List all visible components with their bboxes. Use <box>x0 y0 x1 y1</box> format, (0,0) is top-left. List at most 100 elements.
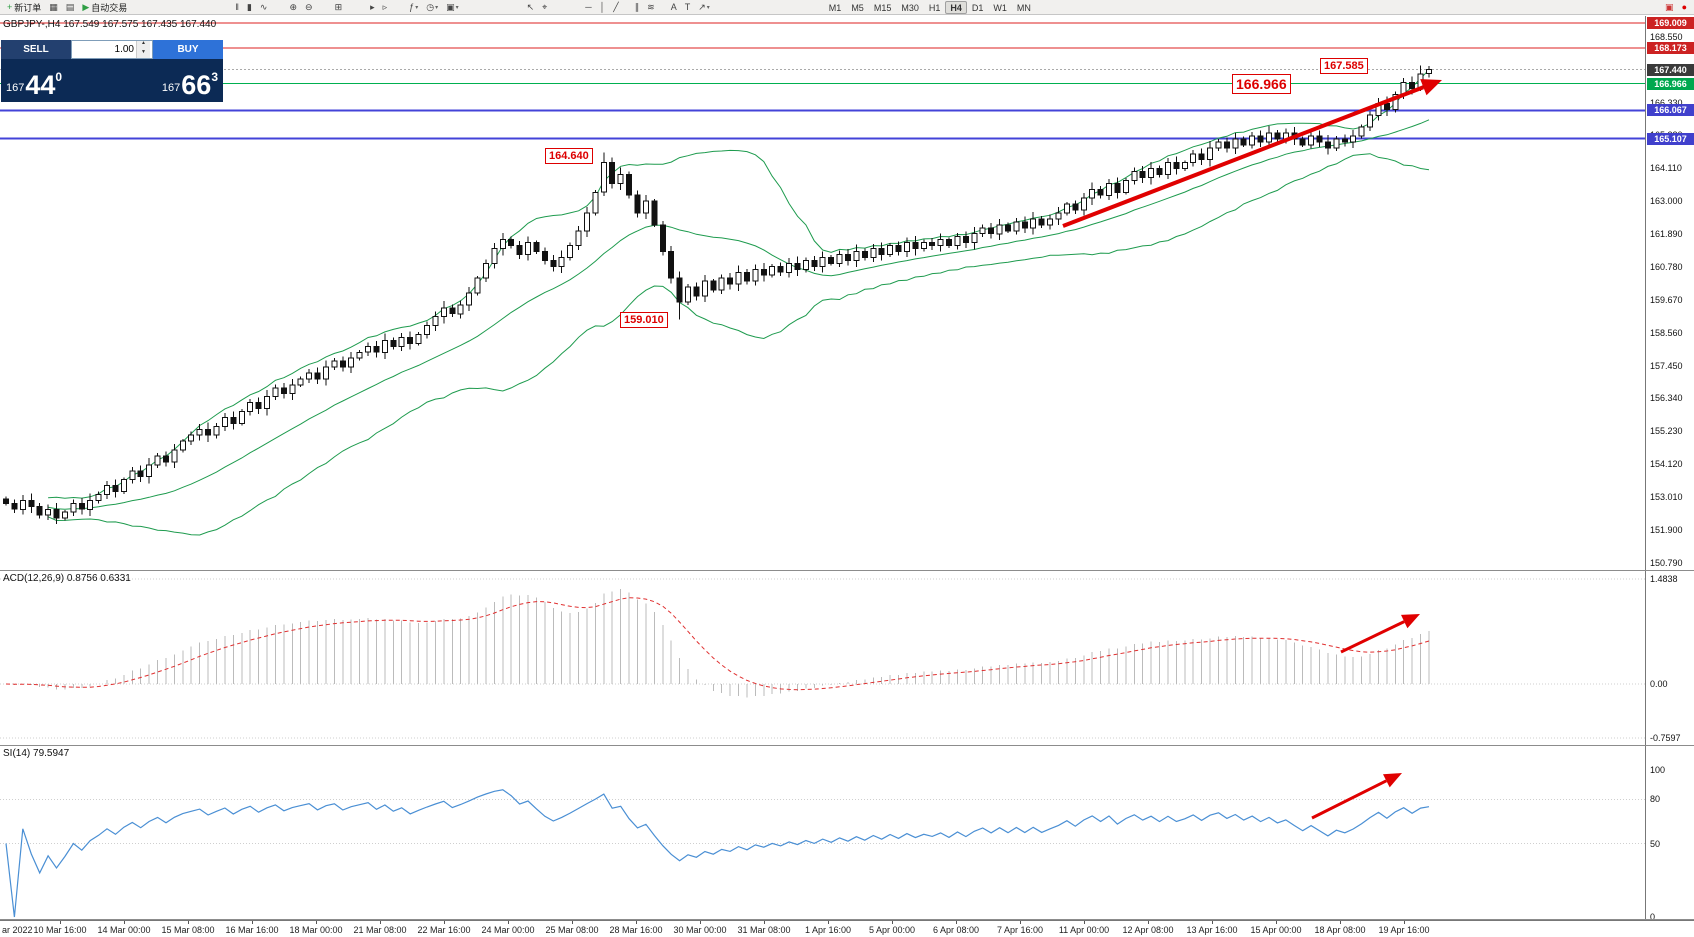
trendline-icon[interactable]: ╱ <box>610 1 621 14</box>
timeframe-mn[interactable]: MN <box>1016 2 1031 13</box>
volume-spinner: ▲ ▼ <box>136 41 150 58</box>
timeframe-m15[interactable]: M15 <box>873 2 892 13</box>
auto-scroll-icon[interactable]: ▸ <box>367 1 378 14</box>
timeframe-h1[interactable]: H1 <box>928 2 941 13</box>
price-axis-label: 160.780 <box>1650 261 1683 272</box>
trend-arrow[interactable] <box>1340 614 1420 654</box>
timeframe-m5[interactable]: M5 <box>851 2 864 13</box>
macd-layer <box>0 578 1645 739</box>
time-axis-label: 22 Mar 16:00 <box>417 925 471 935</box>
price-axis-label: 158.560 <box>1650 327 1683 338</box>
price-callout[interactable]: 159.010 <box>620 312 668 329</box>
price-axis-label: 159.670 <box>1650 294 1683 305</box>
text-icon[interactable]: A <box>668 1 680 14</box>
sell-price: 167 44 0 <box>6 59 62 102</box>
volume-field: ▲ ▼ <box>71 40 153 59</box>
price-callout[interactable]: 167.585 <box>1320 58 1368 75</box>
rsi-axis-label: 80 <box>1650 794 1661 805</box>
fibonacci-icon[interactable]: ≋ <box>644 1 658 14</box>
tile-windows-icon[interactable]: ⊞ <box>332 1 346 14</box>
price-badge: 165.107 <box>1647 132 1694 145</box>
periods-icon-dropdown[interactable]: ▾ <box>435 4 439 11</box>
arrows-icon-dropdown[interactable]: ▾ <box>706 4 710 11</box>
timeframe-d1[interactable]: D1 <box>971 2 984 13</box>
horizontal-line-icon[interactable]: ─ <box>582 1 594 14</box>
candlestick-chart-icon[interactable]: ▮ <box>244 1 255 14</box>
autotrading-button[interactable]: ▶ 自动交易 <box>79 1 130 14</box>
trendline-icon: ╱ <box>613 1 619 12</box>
price-axis-label: 150.790 <box>1650 557 1683 568</box>
templates-icon[interactable]: ▣ ▾ <box>443 1 462 14</box>
rsi-axis-label: 100 <box>1650 765 1666 775</box>
trade-panel-controls: SELL ▲ ▼ BUY <box>1 40 223 59</box>
trend-arrow[interactable] <box>1311 773 1402 820</box>
panel-splitter-macd[interactable] <box>0 570 1694 571</box>
templates-icon-dropdown[interactable]: ▾ <box>455 4 459 11</box>
buy-price-pip-digit: 3 <box>211 70 218 84</box>
new-order-button[interactable]: + 新订单 <box>4 1 44 14</box>
main-chart-layer <box>0 22 1645 536</box>
price-axis-label: 155.230 <box>1650 426 1683 437</box>
time-axis-label: 21 Mar 08:00 <box>353 925 407 935</box>
buy-price-big-digits: 66 <box>181 70 212 100</box>
chart-shift-icon[interactable]: ▹ <box>380 1 391 14</box>
cursor-icon: ↖ <box>526 1 535 12</box>
buy-button[interactable]: BUY <box>153 40 223 59</box>
price-axis-label: 164.110 <box>1650 163 1682 174</box>
timeframe-h4[interactable]: H4 <box>945 0 967 14</box>
price-axis-label: 157.450 <box>1650 360 1683 371</box>
profiles-icon[interactable]: ▤ <box>63 1 78 14</box>
buy-price: 167 66 3 <box>162 59 218 102</box>
bar-chart-icon[interactable]: ‖ <box>232 1 242 14</box>
line-chart-icon[interactable]: ∿ <box>257 1 271 14</box>
label-icon: T <box>684 1 691 12</box>
arrows-icon[interactable]: ↗ ▾ <box>695 1 713 14</box>
timeframe-w1[interactable]: W1 <box>993 2 1007 13</box>
rsi-label: SI(14) 79.5947 <box>3 748 70 759</box>
channel-icon: ∥ <box>634 1 640 12</box>
trend-arrow[interactable] <box>1062 79 1442 228</box>
time-axis-tick <box>1404 921 1405 924</box>
vertical-line-icon[interactable]: │ <box>597 1 609 14</box>
time-axis-tick <box>1148 921 1149 924</box>
rsi-axis-label: 50 <box>1650 838 1661 849</box>
timeframe-m30[interactable]: M30 <box>901 2 919 13</box>
time-axis[interactable]: ar 2022 10 Mar 16:00 14 Mar 00:00 15 Mar 08… <box>0 920 1694 937</box>
zoom-out-icon[interactable]: ⊖ <box>302 1 316 14</box>
channel-icon[interactable]: ∥ <box>632 1 643 14</box>
price-callout[interactable]: 164.640 <box>545 148 593 165</box>
panel-splitter-rsi[interactable] <box>0 745 1694 746</box>
time-axis-label: 13 Apr 16:00 <box>1186 925 1238 935</box>
connection-alert-icon[interactable]: ● <box>1681 2 1687 12</box>
toolbar-icon-group: + 新订单 ▦ ▤ ▶ 自动交易 ‖ ▮ ∿ ⊕ ⊖ ⊞ ▸ ▹ ƒ ▾ ◷ ▾ ▣ ▾ ↖ ⌖ ─ │ ╱ ∥ ≋ A T ↗ ▾ <box>3 1 824 14</box>
volume-input[interactable] <box>72 41 136 58</box>
timeframe-m1[interactable]: M1 <box>828 2 842 13</box>
label-icon[interactable]: T <box>682 1 694 14</box>
cursor-icon[interactable]: ↖ <box>524 1 538 14</box>
zoom-in-icon[interactable]: ⊕ <box>286 1 300 14</box>
sell-button[interactable]: SELL <box>1 40 71 59</box>
indicators-icon-dropdown[interactable]: ▾ <box>415 4 419 11</box>
price-badge: 168.173 <box>1647 41 1694 54</box>
volume-decrease-button[interactable]: ▼ <box>137 49 150 58</box>
chart-window-icon[interactable]: ▦ <box>46 1 61 14</box>
price-axis[interactable]: 168.550166.330165.220164.110163.000161.8… <box>1645 16 1694 922</box>
time-axis-tick <box>956 921 957 924</box>
macd-label: ACD(12,26,9) 0.8756 0.6331 <box>3 573 131 584</box>
volume-increase-button[interactable]: ▲ <box>137 41 150 50</box>
chart-ohlc-header: GBPJPY-,H4 167.549 167.575 167.435 167.4… <box>3 19 217 30</box>
time-axis-label: 24 Mar 00:00 <box>481 925 535 935</box>
toolbar-right-group: ▣ ● <box>1661 1 1691 14</box>
macd-axis-label: 1.4838 <box>1650 573 1678 584</box>
time-axis-tick <box>828 921 829 924</box>
periods-icon[interactable]: ◷ ▾ <box>423 1 441 14</box>
price-callout[interactable]: 166.966 <box>1232 74 1291 95</box>
time-axis-tick <box>188 921 189 924</box>
news-indicator-icon[interactable]: ▣ <box>1665 1 1674 12</box>
crosshair-icon[interactable]: ⌖ <box>539 1 550 14</box>
time-axis-tick <box>1020 921 1021 924</box>
time-axis-label: 25 Mar 08:00 <box>545 925 599 935</box>
indicators-icon[interactable]: ƒ ▾ <box>406 1 421 14</box>
time-axis-tick <box>60 921 61 924</box>
